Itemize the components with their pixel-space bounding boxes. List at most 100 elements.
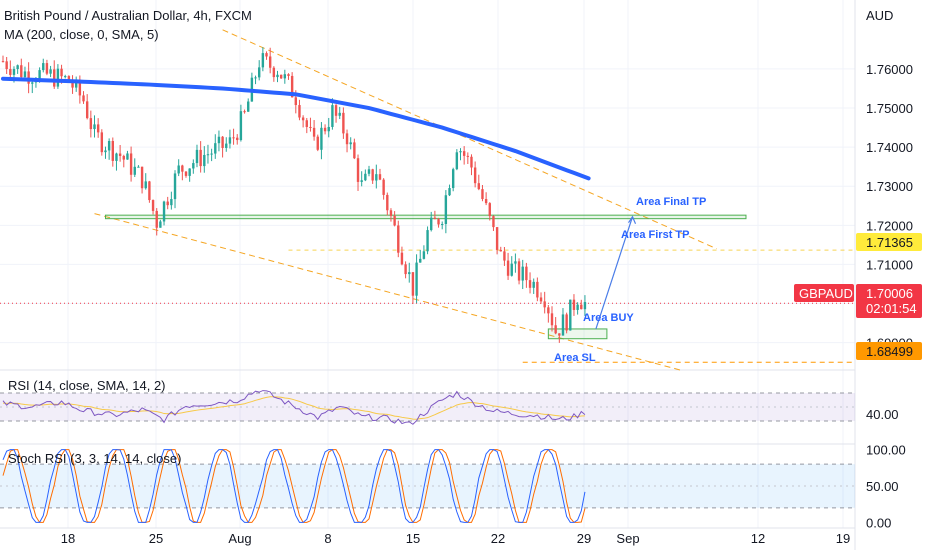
candle-body — [111, 140, 114, 161]
candle-body — [554, 325, 557, 334]
buy-label: Area BUY — [583, 312, 634, 324]
stoch-tick-label: 100.00 — [866, 443, 906, 458]
candle-body — [177, 165, 180, 174]
candle-body — [89, 118, 93, 130]
projection-arrowhead — [628, 215, 637, 224]
candle-body — [118, 153, 122, 156]
candle-body — [426, 230, 429, 252]
candle-body — [382, 179, 385, 195]
time-axis[interactable]: 18 25 Aug 8 15 22 29 Sep 12 19 — [61, 531, 850, 546]
channel-upper-line — [222, 29, 717, 250]
candle-body — [484, 199, 488, 204]
candle-body — [155, 210, 158, 228]
candle-body — [510, 263, 513, 276]
candle-body — [64, 76, 67, 78]
candle-body — [5, 61, 8, 70]
candle-body — [430, 217, 433, 231]
candle-body — [455, 152, 459, 170]
candle-body — [1, 61, 5, 63]
candle-body — [173, 173, 177, 200]
candle-body — [419, 258, 422, 263]
candle-body — [539, 297, 543, 302]
time-tick-label: 18 — [61, 531, 75, 546]
candle-body — [305, 120, 308, 127]
time-tick-label: Aug — [228, 531, 251, 546]
candle-body — [459, 151, 462, 153]
candle-body — [16, 65, 19, 70]
chart-overlay — [1, 76, 637, 330]
candle-body — [137, 166, 140, 168]
candle-body — [236, 137, 239, 141]
candle-body — [561, 314, 565, 336]
candle-body — [580, 304, 583, 310]
candle-body — [261, 53, 265, 68]
candle-body — [444, 195, 448, 224]
candle-body — [536, 281, 539, 298]
candle-body — [378, 174, 382, 180]
candle-body — [572, 299, 576, 310]
rsi-panel: 40.00 — [0, 390, 899, 425]
candle-body — [49, 69, 52, 74]
candle-body — [345, 133, 349, 145]
candle-body — [334, 105, 338, 116]
stoch-rsi-panel: 100.00 50.00 0.00 — [0, 443, 906, 530]
candle-body — [528, 280, 532, 288]
candle-body — [60, 68, 63, 77]
candle-body — [583, 302, 587, 310]
rsi-tick-label: 40.00 — [866, 407, 899, 422]
candle-body — [360, 180, 363, 182]
candle-body — [27, 71, 30, 84]
candle-body — [203, 154, 206, 167]
candle-body — [93, 124, 96, 130]
candle-body — [301, 117, 305, 121]
candle-body — [104, 150, 107, 153]
candle-body — [276, 74, 279, 78]
candle-body — [100, 132, 104, 153]
tp-price-tag-text: 1.71365 — [866, 235, 913, 250]
stoch-k-line — [2, 449, 586, 523]
symbol-tag-text: GBPAUD — [799, 286, 853, 301]
candle-body — [415, 262, 418, 296]
candle-body — [473, 167, 477, 184]
candle-body — [514, 261, 517, 264]
candle-body — [543, 301, 546, 308]
ma-200-line — [1, 76, 591, 181]
current-price-text: 1.70006 — [866, 286, 913, 301]
candle-body — [521, 266, 524, 281]
time-tick-label: 12 — [751, 531, 765, 546]
candle-body — [82, 95, 85, 102]
candle-body — [170, 199, 173, 206]
candle-body — [338, 112, 341, 116]
candle-body — [327, 126, 330, 132]
candle-body — [188, 168, 191, 176]
candle-body — [192, 163, 195, 169]
sl-price-tag — [856, 342, 922, 360]
time-tick-label: 29 — [577, 531, 591, 546]
stoch-rsi-legend: Stoch RSI (3, 3, 14, 14, close) — [8, 451, 181, 466]
candle-body — [162, 201, 166, 222]
candle-body — [356, 158, 360, 182]
candle-body — [298, 105, 301, 118]
candle-body — [115, 153, 118, 161]
channel-lower-line — [94, 213, 681, 371]
chart-title: British Pound / Australian Dollar, 4h, F… — [4, 8, 252, 23]
candle-body — [214, 143, 217, 154]
candle-body — [517, 261, 521, 281]
candle-body — [287, 74, 290, 76]
time-tick-label: Sep — [616, 531, 639, 546]
stoch-tick-label: 0.00 — [866, 515, 891, 530]
time-tick-label: 15 — [406, 531, 420, 546]
sl-label: Area SL — [554, 352, 596, 364]
candle-body — [499, 249, 502, 252]
chart-drawings — [0, 29, 855, 371]
candle-body — [312, 127, 316, 137]
candle-body — [258, 67, 261, 78]
candle-body — [42, 63, 45, 71]
buy-zone — [547, 328, 608, 340]
candle-body — [547, 307, 550, 314]
candle-body — [290, 75, 294, 98]
candle-body — [126, 153, 129, 160]
candle-body — [78, 79, 82, 96]
rsi-signal-line — [2, 396, 585, 420]
